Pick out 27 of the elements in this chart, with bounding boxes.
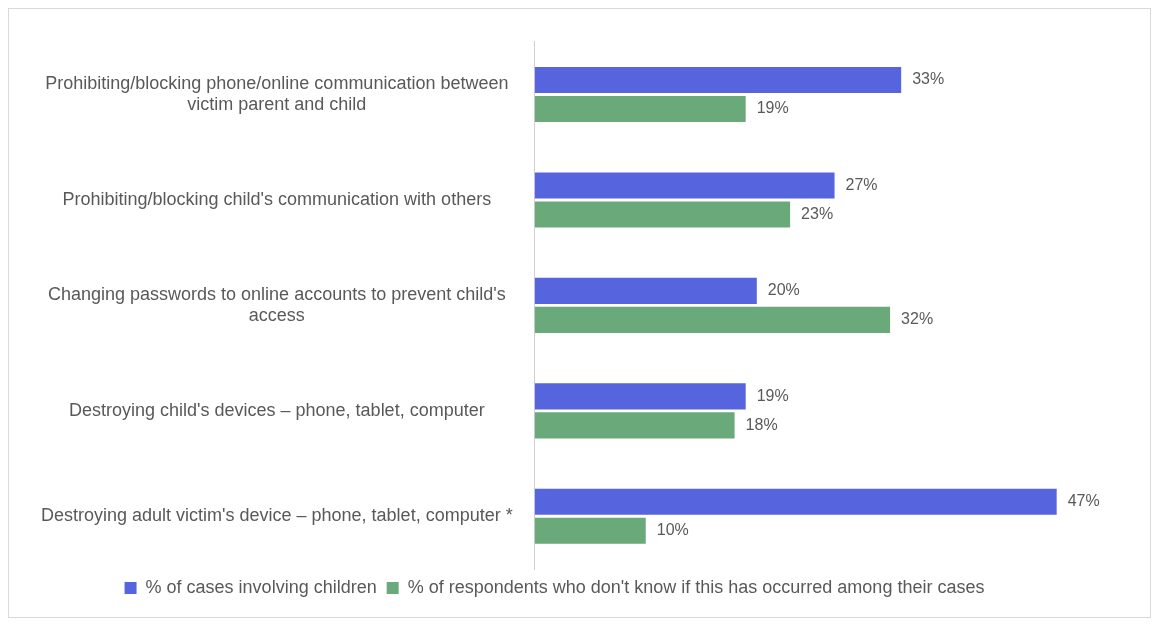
- y-tick-label: Changing passwords to online accounts to prevent child's access: [47, 283, 506, 326]
- bar: [534, 201, 791, 228]
- bar: [534, 488, 1057, 515]
- bar: [534, 172, 835, 199]
- data-label: 47%: [1067, 492, 1100, 510]
- bar: [534, 412, 735, 439]
- bar: [534, 95, 746, 123]
- data-label: 32%: [901, 310, 934, 328]
- data-label: 19%: [756, 386, 789, 404]
- bar: [534, 277, 757, 304]
- y-tick-label: Destroying child's devices – phone, tablet, computer: [69, 399, 485, 420]
- data-label: 20%: [767, 281, 800, 299]
- y-tick-label: Prohibiting/blocking child's communication with others: [62, 188, 492, 209]
- data-label: 27%: [845, 175, 878, 193]
- data-label: 10%: [656, 521, 689, 539]
- legend-label: % of cases involving children: [145, 576, 377, 597]
- data-label: 23%: [801, 204, 834, 222]
- bar: [534, 383, 746, 410]
- data-label: 18%: [745, 415, 778, 433]
- data-label: 33%: [912, 70, 945, 88]
- data-label: 19%: [756, 99, 789, 117]
- bar: [534, 517, 646, 544]
- y-tick-label: Prohibiting/blocking phone/online communication between victim parent and child: [45, 72, 509, 115]
- legend-label: % of respondents who don't know if this has occurred among their cases: [407, 576, 985, 597]
- bar: [534, 306, 891, 333]
- bar: [534, 66, 902, 94]
- y-tick-label: Destroying adult victim's device – phone, tablet, computer *: [40, 505, 513, 526]
